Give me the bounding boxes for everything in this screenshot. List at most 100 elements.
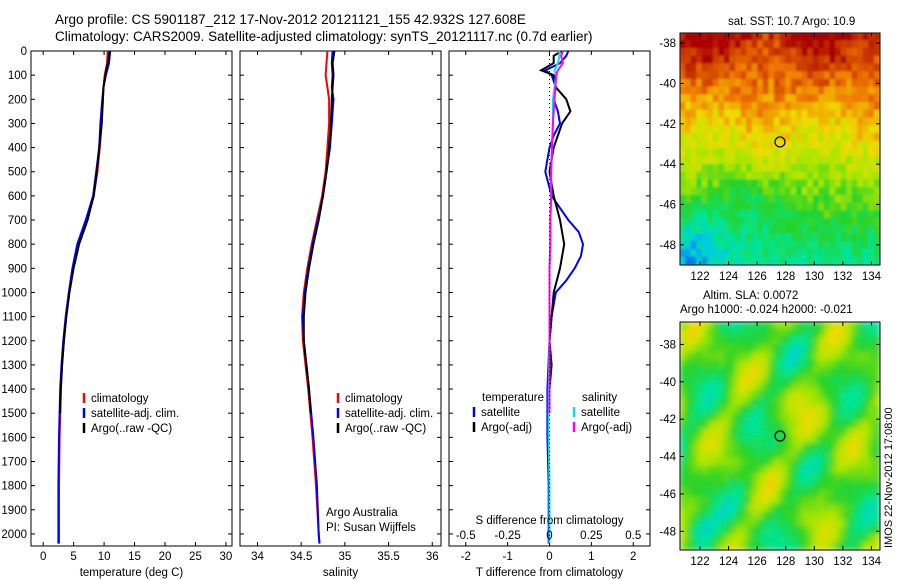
map-cell (735, 187, 742, 196)
map-cell (785, 397, 792, 407)
map-cell (862, 86, 870, 96)
map-cell (712, 458, 720, 467)
map-cell (707, 125, 714, 134)
series-line-argo-raw-qc- (302, 51, 336, 414)
map-cell (707, 443, 714, 452)
map-cell (762, 225, 770, 235)
map-cell (846, 443, 853, 452)
map-cell (773, 488, 781, 498)
map-cell (801, 359, 809, 369)
map-cell (740, 171, 748, 181)
map-cell (680, 488, 687, 498)
map-cell (818, 322, 825, 331)
y-tick-label: 1200 (1, 336, 27, 348)
map-cell (846, 465, 853, 475)
map-cell (785, 156, 792, 165)
map-cell (762, 344, 770, 353)
map-cell (823, 249, 831, 258)
map-cell (729, 450, 737, 460)
map-cell (690, 427, 698, 437)
map-cell (746, 351, 753, 361)
map-cell (873, 55, 880, 65)
map-cell (790, 179, 798, 189)
map-cell (746, 534, 753, 543)
map-cell (707, 78, 714, 88)
map-cell (840, 148, 848, 158)
map-cell (762, 382, 770, 391)
map-cell (723, 202, 731, 212)
map-cell (868, 503, 875, 513)
map-cell (751, 179, 759, 189)
map-cell (712, 473, 720, 483)
map-cell (846, 133, 853, 142)
map-cell (851, 511, 859, 521)
map-cell (829, 48, 837, 57)
map-cell (812, 94, 820, 104)
map-cell (851, 156, 859, 165)
map-cell (779, 194, 787, 204)
map-cell (680, 450, 687, 460)
map-cell (740, 443, 748, 452)
map-cell (712, 534, 720, 543)
legend-label: Argo(-adj) (481, 422, 532, 434)
x-tick-label: 25 (189, 551, 202, 563)
map-cell (823, 140, 831, 150)
map-cell (835, 102, 842, 111)
map-cell (712, 374, 720, 384)
map-cell (740, 133, 748, 142)
map-cell (707, 412, 714, 422)
map-cell (862, 374, 870, 384)
map-cell (685, 125, 692, 134)
map-cell (757, 256, 764, 265)
map-cell (735, 249, 742, 258)
map-cell (846, 40, 853, 49)
difference-panel: -2 -1 0 1 2T difference from climatology-0.5… (448, 50, 651, 579)
map-cell (751, 473, 759, 483)
map-cell (823, 329, 831, 338)
map-cell (857, 256, 864, 265)
map-cell (812, 351, 820, 361)
map-cell (812, 164, 820, 173)
map-cell (818, 148, 825, 158)
map-cell (801, 125, 809, 134)
map-cell (835, 33, 842, 42)
map-cell (762, 194, 770, 204)
map-cell (718, 55, 725, 65)
map-cell (829, 420, 837, 429)
map-cell (712, 488, 720, 498)
map-cell (823, 420, 831, 429)
map-cell (785, 63, 792, 73)
map-cell (773, 187, 781, 196)
annotation-line: PI: Susan Wijffels (326, 522, 416, 534)
map-cell (696, 156, 703, 165)
map-cell (807, 117, 814, 127)
map-cell (807, 503, 814, 513)
map-cell (801, 171, 809, 181)
map-cell (690, 133, 698, 142)
map-cell (801, 322, 809, 331)
map-cell (796, 344, 803, 353)
map-cell (735, 374, 742, 384)
y-tick-label: 700 (8, 215, 27, 227)
map-cell (812, 465, 820, 475)
map-cell (785, 55, 792, 65)
map-cell (751, 450, 759, 460)
map-cell (729, 389, 737, 399)
map-cell (818, 374, 825, 384)
map-cell (779, 148, 787, 158)
y-tick-label: 500 (8, 167, 27, 179)
map-cell (718, 125, 725, 134)
map-cell (801, 382, 809, 391)
map-cell (868, 249, 875, 258)
map-cell (785, 541, 792, 550)
map-cell (723, 194, 731, 204)
map-cell (718, 94, 725, 104)
map-cell (818, 171, 825, 181)
map-cell (680, 351, 687, 361)
map-cell (773, 164, 781, 173)
map-cell (735, 256, 742, 265)
map-cell (690, 71, 698, 80)
map-cell (873, 148, 880, 158)
map-cell (829, 179, 837, 189)
map-cell (796, 179, 803, 189)
